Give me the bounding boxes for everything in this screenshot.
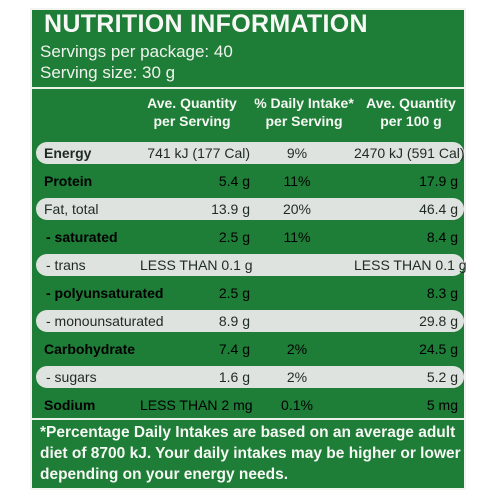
nutrient-label: - sugars bbox=[46, 369, 97, 385]
table-row-trans: - trans LESS THAN 0.1 g LESS THAN 0.1 g bbox=[36, 254, 467, 276]
per-serving-value: 7.4 g bbox=[218, 341, 250, 357]
daily-intake-value: 2% bbox=[286, 341, 308, 357]
table-row-energy: Energy 741 kJ (177 Cal) 9% 2470 kJ (591 … bbox=[36, 142, 465, 164]
daily-intake-value: 20% bbox=[282, 201, 312, 217]
per-serving-value: 5.4 g bbox=[218, 173, 250, 189]
per-100g-value: 17.9 g bbox=[419, 173, 458, 189]
per-serving-value: LESS THAN 2 mg bbox=[140, 397, 253, 413]
per-100g-value: 5 mg bbox=[426, 397, 458, 413]
per-serving-value: 2.5 g bbox=[218, 229, 250, 245]
per-serving-value: 8.9 g bbox=[218, 313, 250, 329]
daily-intake-value: 11% bbox=[283, 173, 311, 189]
per-100g-value: 8.3 g bbox=[426, 285, 458, 301]
per-100g-value: 8.4 g bbox=[426, 229, 458, 245]
row-stripe bbox=[36, 310, 464, 332]
nutrient-label: - polyunsaturated bbox=[46, 285, 164, 301]
per-serving-value: 1.6 g bbox=[218, 369, 250, 385]
nutrient-label: Carbohydrate bbox=[44, 341, 136, 357]
daily-intake-value: 9% bbox=[286, 145, 308, 161]
table-row-monounsaturated: - monounsaturated 8.9 g 29.8 g bbox=[36, 310, 464, 332]
nutrient-label: - saturated bbox=[46, 229, 118, 245]
daily-intake-value: 0.1% bbox=[281, 397, 313, 413]
per-100g-value: 2470 kJ (591 Cal) bbox=[354, 145, 465, 161]
per-100g-value: 24.5 g bbox=[419, 341, 458, 357]
daily-intake-value: 2% bbox=[286, 369, 308, 385]
nutrient-label: Fat, total bbox=[44, 201, 99, 217]
row-stripe bbox=[36, 198, 464, 220]
footnote-divider bbox=[32, 418, 464, 420]
nutrient-label: Sodium bbox=[44, 397, 96, 413]
panel-title: NUTRITION INFORMATION bbox=[44, 10, 368, 38]
column-header-daily-intake: % Daily Intake* per Serving bbox=[254, 95, 354, 129]
daily-intake-footnote: *Percentage Daily Intakes are based on a… bbox=[40, 424, 461, 483]
per-100g-value: LESS THAN 0.1 g bbox=[354, 257, 467, 273]
column-header-per-100g: Ave. Quantity per 100 g bbox=[366, 95, 456, 129]
nutrient-label: Energy bbox=[44, 145, 92, 161]
per-serving-value: 741 kJ (177 Cal) bbox=[147, 145, 250, 161]
nutrient-label: - trans bbox=[46, 257, 86, 273]
nutrient-label: - monounsaturated bbox=[46, 313, 164, 329]
per-serving-value: 13.9 g bbox=[211, 201, 250, 217]
per-100g-value: 5.2 g bbox=[426, 369, 458, 385]
serving-size: Serving size: 30 g bbox=[40, 63, 176, 82]
daily-intake-value: 11% bbox=[283, 229, 311, 245]
table-row-sugars: - sugars 1.6 g 2% 5.2 g bbox=[36, 366, 464, 388]
table-row-sodium: Sodium LESS THAN 2 mg 0.1% 5 mg bbox=[36, 394, 464, 416]
row-stripe bbox=[36, 142, 464, 164]
table-row-saturated: - saturated 2.5 g 11% 8.4 g bbox=[36, 226, 464, 248]
nutrient-label: Protein bbox=[44, 173, 93, 189]
table-row-carbohydrate: Carbohydrate 7.4 g 2% 24.5 g bbox=[36, 338, 464, 360]
header-divider bbox=[32, 87, 464, 89]
table-row-fat-total: Fat, total 13.9 g 20% 46.4 g bbox=[36, 198, 464, 220]
per-100g-value: 46.4 g bbox=[419, 201, 458, 217]
column-header-per-serving: Ave. Quantity per Serving bbox=[147, 95, 237, 129]
row-stripe bbox=[36, 366, 464, 388]
per-100g-value: 29.8 g bbox=[419, 313, 458, 329]
table-row-protein: Protein 5.4 g 11% 17.9 g bbox=[36, 170, 464, 192]
row-stripe bbox=[36, 254, 464, 276]
table-row-polyunsaturated: - polyunsaturated 2.5 g 8.3 g bbox=[36, 282, 464, 304]
servings-per-package: Servings per package: 40 bbox=[40, 42, 233, 61]
per-serving-value: 2.5 g bbox=[218, 285, 250, 301]
per-serving-value: LESS THAN 0.1 g bbox=[140, 257, 253, 273]
